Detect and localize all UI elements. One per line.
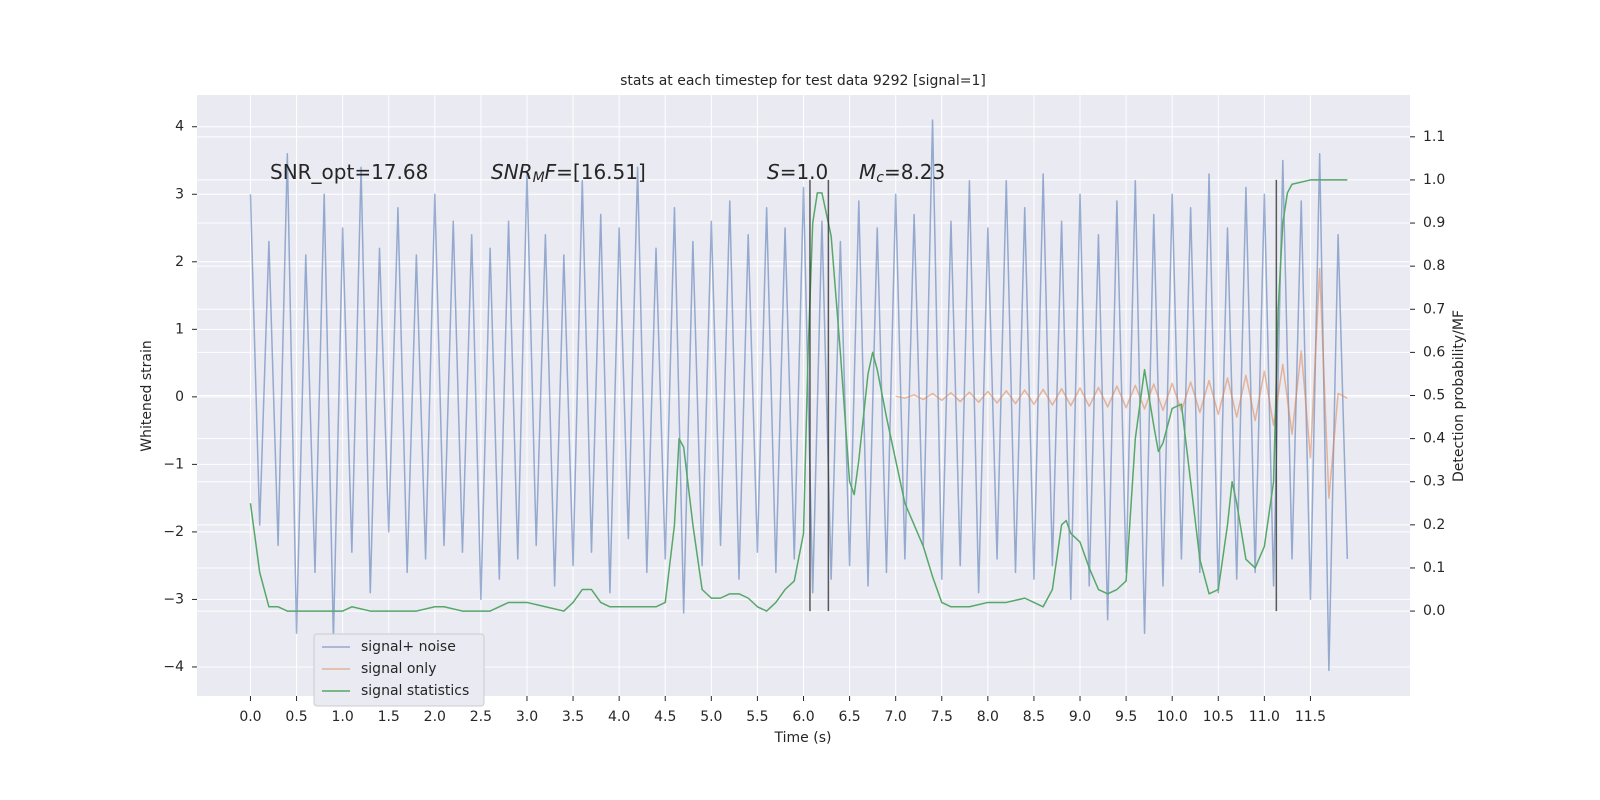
y2-tick-label: 0.4 — [1423, 431, 1445, 447]
annotation-part: F — [545, 160, 557, 184]
annotation-part: SNR_opt=17.68 — [270, 160, 428, 184]
y-tick-label: 4 — [175, 119, 184, 135]
y2-tick-label: 1.0 — [1423, 172, 1445, 188]
annotation: SNRMF=[16.51] — [491, 160, 646, 187]
y2-tick-label: 0.2 — [1423, 517, 1445, 533]
legend-label: signal only — [361, 661, 436, 677]
y2-tick-label: 0.8 — [1423, 258, 1445, 274]
series-line — [249, 179, 1348, 612]
annotation-part: M — [859, 160, 876, 184]
annotation-part: =[16.51] — [556, 160, 646, 184]
y2-tick-label: 0.3 — [1423, 474, 1445, 490]
annotation: SNR_opt=17.68 — [270, 160, 428, 184]
x-tick-label: 6.5 — [838, 709, 860, 725]
x-tick-label: 2.0 — [424, 709, 446, 725]
annotation-part: =8.23 — [884, 160, 945, 184]
x-tick-label: 3.5 — [562, 709, 584, 725]
annotation-part: =1.0 — [780, 160, 829, 184]
y-tick-label: 2 — [175, 254, 184, 270]
y2-tick-label: 0.7 — [1423, 301, 1445, 317]
y-tick-label: −1 — [163, 456, 184, 472]
x-tick-label: 0.0 — [239, 709, 261, 725]
y2-tick-label: 0.0 — [1423, 603, 1445, 619]
x-tick-label: 6.0 — [792, 709, 814, 725]
x-tick-label: 5.0 — [700, 709, 722, 725]
legend-box — [313, 633, 485, 707]
annotation: Mc=8.23 — [859, 160, 945, 187]
annotation-part: c — [876, 170, 884, 186]
x-tick-label: 11.0 — [1249, 709, 1280, 725]
x-tick-label: 5.5 — [746, 709, 768, 725]
y-tick-label: −4 — [163, 659, 184, 675]
series-line — [249, 119, 1349, 672]
y2-tick-label: 0.9 — [1423, 215, 1445, 231]
x-tick-label: 10.0 — [1157, 709, 1188, 725]
x-tick-label: 2.5 — [470, 709, 492, 725]
x-tick-label: 0.5 — [285, 709, 307, 725]
x-tick-label: 1.0 — [332, 709, 354, 725]
legend-label: signal statistics — [361, 683, 469, 699]
y-tick-label: 0 — [175, 389, 184, 405]
x-tick-label: 7.5 — [931, 709, 953, 725]
y2-tick-label: 1.1 — [1423, 129, 1445, 145]
y-tick-label: −3 — [163, 591, 184, 607]
x-tick-label: 1.5 — [378, 709, 400, 725]
x-tick-label: 9.5 — [1115, 709, 1137, 725]
y-tick-label: 3 — [175, 186, 184, 202]
grid — [197, 95, 1410, 696]
x-tick-label: 10.5 — [1203, 709, 1234, 725]
annotation: S=1.0 — [767, 160, 828, 184]
x-tick-label: 11.5 — [1295, 709, 1326, 725]
x-tick-label: 9.0 — [1069, 709, 1091, 725]
y2-axis-label: Detection probability/MF — [1451, 310, 1467, 482]
annotation-part: M — [533, 170, 545, 186]
x-tick-label: 7.0 — [885, 709, 907, 725]
x-tick-label: 8.5 — [1023, 709, 1045, 725]
x-tick-label: 4.0 — [608, 709, 630, 725]
legend-label: signal+ noise — [361, 639, 456, 655]
y-tick-label: −2 — [163, 524, 184, 540]
annotation-part: SNR — [491, 160, 533, 184]
series-line — [895, 267, 1348, 499]
y2-tick-label: 0.5 — [1423, 388, 1445, 404]
x-axis-label: Time (s) — [774, 730, 832, 746]
y2-tick-label: 0.6 — [1423, 344, 1445, 360]
x-tick-label: 3.0 — [516, 709, 538, 725]
y-tick-label: 1 — [175, 321, 184, 337]
y2-tick-label: 0.1 — [1423, 560, 1445, 576]
x-tick-label: 8.0 — [977, 709, 999, 725]
x-tick-label: 4.5 — [654, 709, 676, 725]
annotation-part: S — [767, 160, 780, 184]
y-axis-label: Whitened strain — [139, 340, 155, 451]
chart-title: stats at each timestep for test data 929… — [620, 73, 986, 89]
